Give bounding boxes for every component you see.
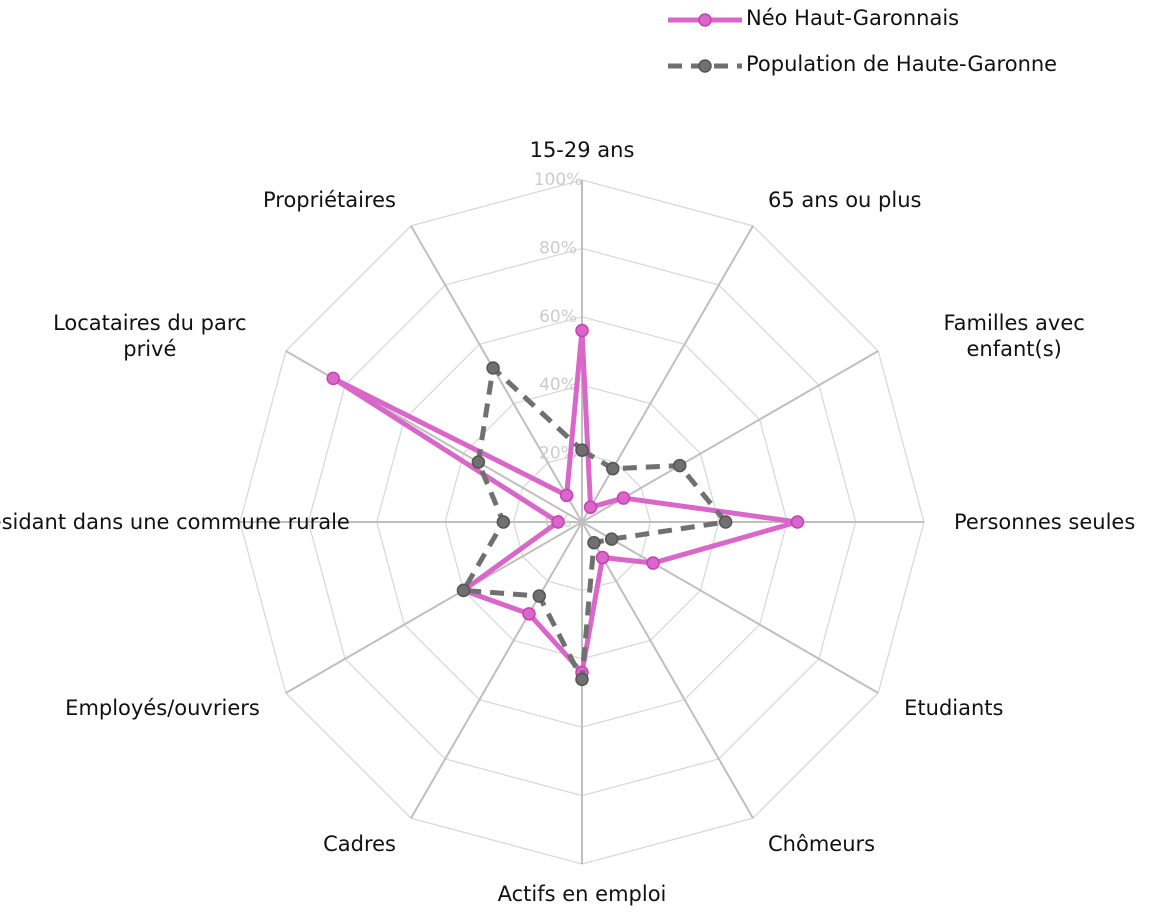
data-point (672, 458, 687, 473)
data-point (575, 443, 589, 457)
category-label: 65 ans ou plus (768, 187, 922, 212)
data-point (496, 515, 511, 529)
category-label: Familles avec enfant(s) (943, 311, 1085, 361)
category-label: 15-29 ans (529, 138, 635, 162)
data-point (456, 583, 471, 598)
spoke (410, 521, 583, 819)
category-label: Employés/ouvriers (65, 696, 260, 720)
data-point (575, 323, 589, 338)
data-point (486, 361, 500, 375)
spoke (581, 350, 879, 523)
data-point (583, 500, 598, 514)
data-point (587, 535, 601, 550)
data-point (326, 371, 340, 386)
category-label: Résidant dans une commune rurale (0, 510, 350, 534)
data-point (616, 491, 631, 505)
data-point (595, 550, 610, 565)
category-label: Propriétaires (262, 187, 396, 212)
category-label: Locataires du parc privé (53, 311, 247, 361)
spoke (581, 225, 754, 523)
data-point (646, 556, 660, 570)
tick-label: 20% (539, 444, 577, 464)
tick-label: 100% (534, 170, 583, 190)
data-point (606, 461, 620, 476)
data-point (559, 488, 574, 503)
spoke (581, 521, 879, 694)
legend-label: Population de Haute-Garonne (746, 52, 1058, 76)
tick-label: 80% (539, 238, 577, 258)
data-point (471, 455, 486, 469)
data-point (551, 515, 565, 529)
spoke (581, 521, 754, 819)
data-point (718, 515, 733, 529)
tick-label: 40% (539, 375, 577, 395)
data-point (532, 589, 546, 603)
tick-label: 60% (539, 307, 577, 327)
spoke (285, 521, 583, 694)
category-label: Cadres (323, 832, 396, 857)
data-point (522, 607, 536, 621)
data-point (790, 515, 805, 529)
category-label: Personnes seules (954, 510, 1136, 534)
data-point (604, 532, 619, 546)
data-point (575, 672, 589, 687)
category-label: Chômeurs (768, 832, 876, 857)
legend-marker (698, 13, 712, 27)
category-label: Actifs en emploi (497, 882, 667, 906)
legend-label: Néo Haut-Garonnais (746, 6, 960, 30)
category-label: Etudiants (904, 696, 1004, 720)
legend-marker (698, 59, 712, 73)
